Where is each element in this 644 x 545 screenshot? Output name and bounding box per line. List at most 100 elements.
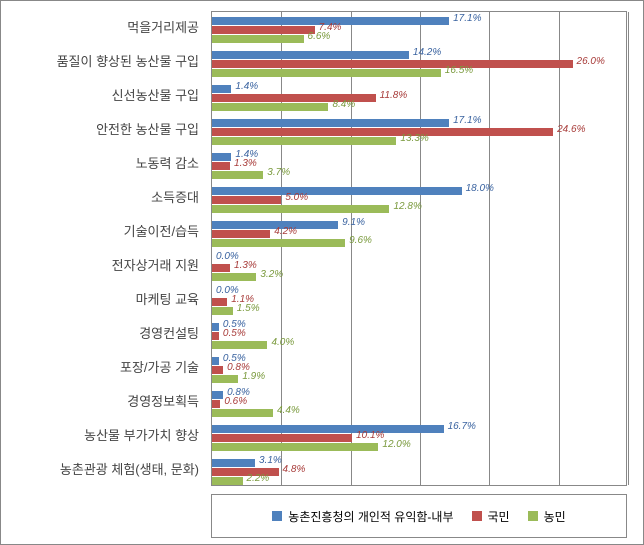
category-label: 안전한 농산물 구입 xyxy=(1,113,205,147)
bar xyxy=(212,85,231,93)
bar xyxy=(212,205,389,213)
bar xyxy=(212,391,223,399)
bar-value: 4.2% xyxy=(274,226,297,237)
legend-item: 농촌진흥청의 개인적 유익함-내부 xyxy=(272,508,453,525)
bar-group: 0.0%1.3%3.2% xyxy=(212,250,626,284)
bar-value: 9.1% xyxy=(342,217,365,228)
bar-group: 1.4%1.3%3.7% xyxy=(212,148,626,182)
bar xyxy=(212,196,281,204)
category-label: 경영정보획득 xyxy=(1,385,205,419)
bar-group: 9.1%4.2%9.6% xyxy=(212,216,626,250)
bar-value: 1.3% xyxy=(234,158,257,169)
bar-value: 6.6% xyxy=(308,31,331,42)
bar xyxy=(212,239,345,247)
bar-value: 3.1% xyxy=(259,455,282,466)
category-label: 노동력 감소 xyxy=(1,147,205,181)
bar xyxy=(212,332,219,340)
bar xyxy=(212,477,243,485)
bar-value: 17.1% xyxy=(453,115,481,126)
bar-value: 17.1% xyxy=(453,13,481,24)
bar-value: 0.6% xyxy=(224,396,247,407)
bar xyxy=(212,264,230,272)
bar-group: 14.2% 26.0% 16.5% xyxy=(212,46,626,80)
bar-group: 1.4% 11.8% 8.4% xyxy=(212,80,626,114)
bar-group: 18.0% 5.0% 12.8% xyxy=(212,182,626,216)
bar xyxy=(212,341,267,349)
bar-chart: 17.1%7.4%6.6%14.2% 26.0% 16.5% 1.4% 11.8% 8.4… xyxy=(0,0,644,545)
bar-group: 0.0%1.1%1.5% xyxy=(212,284,626,318)
bar-group: 17.1%7.4%6.6% xyxy=(212,12,626,46)
bar-group: 0.5%0.5%4.0% xyxy=(212,318,626,352)
bar-value: 8.4% xyxy=(332,99,355,110)
category-label: 포장/가공 기술 xyxy=(1,351,205,385)
category-label: 신선농산물 구입 xyxy=(1,79,205,113)
bar-group: 3.1%4.8% 2.2% xyxy=(212,454,626,488)
bar xyxy=(212,103,328,111)
category-label: 전자상거래 지원 xyxy=(1,249,205,283)
bar-group: 0.8%0.6%4.4% xyxy=(212,386,626,420)
bar-value: 4.8% xyxy=(283,464,306,475)
bar-value: 12.8% xyxy=(393,201,421,212)
bar-value: 16.7% xyxy=(448,421,476,432)
bar xyxy=(212,60,573,68)
bar-value: 18.0% xyxy=(466,183,494,194)
category-label: 농산물 부가가치 향상 xyxy=(1,419,205,453)
bar xyxy=(212,409,273,417)
bar xyxy=(212,119,449,127)
bar xyxy=(212,357,219,365)
bar xyxy=(212,425,444,433)
bar xyxy=(212,26,315,34)
bar-value: 24.6% xyxy=(557,124,585,135)
bar-value: 16.5% xyxy=(445,65,473,76)
legend-item: 국민 xyxy=(472,508,510,525)
bar xyxy=(212,69,441,77)
legend-swatch xyxy=(472,511,482,521)
category-label: 먹을거리제공 xyxy=(1,11,205,45)
bar xyxy=(212,162,230,170)
bar xyxy=(212,35,304,43)
bar-value: 1.4% xyxy=(235,81,258,92)
bar xyxy=(212,400,220,408)
category-label: 경영컨설팅 xyxy=(1,317,205,351)
bar-group: 17.1% 24.6% 13.3% xyxy=(212,114,626,148)
bar-value: 4.0% xyxy=(271,337,294,348)
bar xyxy=(212,443,378,451)
legend-label: 농민 xyxy=(544,508,566,525)
bar-value: 2.2% xyxy=(247,473,270,484)
legend-item: 농민 xyxy=(528,508,566,525)
bar-value: 0.5% xyxy=(223,328,246,339)
bar xyxy=(212,375,238,383)
legend-swatch xyxy=(528,511,538,521)
bar xyxy=(212,366,223,374)
bar xyxy=(212,298,227,306)
bar xyxy=(212,137,396,145)
bar xyxy=(212,273,256,281)
bar-value: 3.7% xyxy=(267,167,290,178)
bar xyxy=(212,434,352,442)
bar xyxy=(212,128,553,136)
bar-value: 1.9% xyxy=(242,371,265,382)
bar-value: 14.2% xyxy=(413,47,441,58)
bar-value: 13.3% xyxy=(400,133,428,144)
category-label: 농촌관광 체험(생태, 문화) xyxy=(1,453,205,487)
bar-value: 5.0% xyxy=(285,192,308,203)
bar-value: 26.0% xyxy=(577,56,605,67)
bar-value: 1.3% xyxy=(234,260,257,271)
bar-value: 4.4% xyxy=(277,405,300,416)
bar xyxy=(212,323,219,331)
bar xyxy=(212,187,462,195)
bar-value: 12.0% xyxy=(382,439,410,450)
bar xyxy=(212,171,263,179)
category-label: 기술이전/습득 xyxy=(1,215,205,249)
legend-label: 농촌진흥청의 개인적 유익함-내부 xyxy=(288,508,453,525)
bar-group: 0.5%0.8%1.9% xyxy=(212,352,626,386)
bar-value: 10.1% xyxy=(356,430,384,441)
bar-group: 16.7% 10.1%12.0% xyxy=(212,420,626,454)
bar xyxy=(212,153,231,161)
bar xyxy=(212,230,270,238)
category-label: 마케팅 교육 xyxy=(1,283,205,317)
legend-label: 국민 xyxy=(488,508,510,525)
bar xyxy=(212,51,409,59)
legend: 농촌진흥청의 개인적 유익함-내부 국민 농민 xyxy=(211,494,627,538)
bar-value: 11.8% xyxy=(380,90,408,101)
